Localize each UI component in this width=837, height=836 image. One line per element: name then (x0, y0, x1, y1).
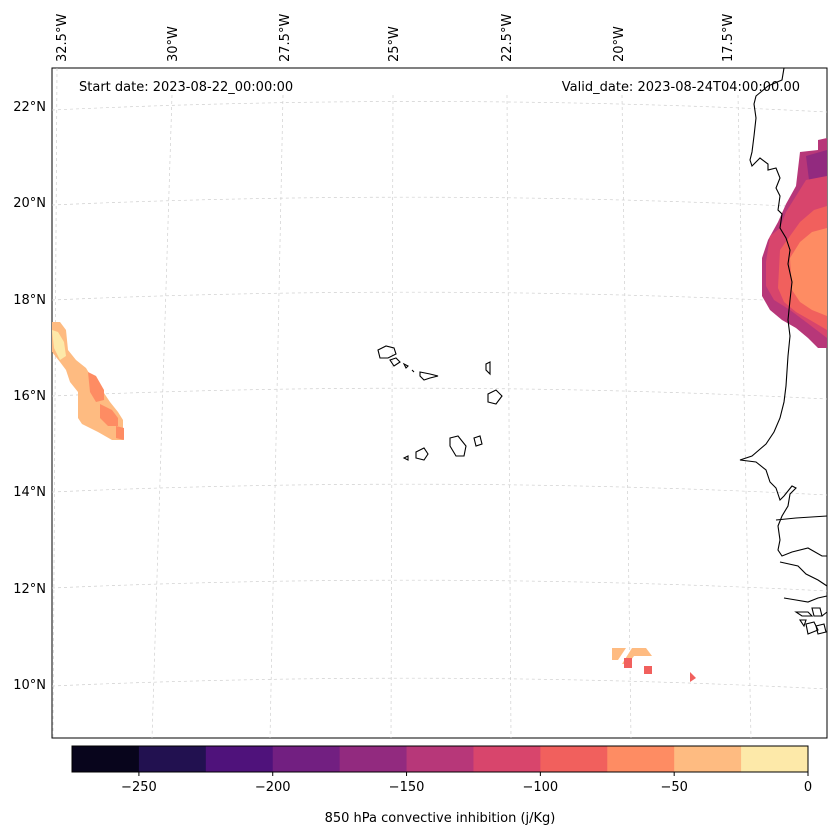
lon-label: 22.5°W (500, 14, 515, 62)
colorbar-cell (741, 746, 809, 772)
colorbar-cell (205, 746, 274, 772)
lat-label: 14°N (13, 485, 46, 500)
colorbar-cell (72, 746, 140, 772)
lon-label: 25°W (387, 26, 402, 62)
colorbar-cell (607, 746, 675, 772)
lat-label: 22°N (13, 100, 46, 115)
colorbar-cell (540, 746, 608, 772)
lat-label: 10°N (13, 678, 46, 693)
colorbar-tick-label: −150 (389, 780, 425, 795)
colorbar-tick-label: −100 (523, 780, 559, 795)
cin-field-west (52, 322, 124, 440)
map-frame (51, 67, 828, 739)
africa-coastline (739, 67, 828, 635)
colorbar-cell (272, 746, 341, 772)
lon-label: 17.5°W (721, 14, 736, 62)
colorbar: −250 −200 −150 −100 −50 0 850 hPa convective … (71, 745, 812, 826)
colorbar-tick-label: −250 (121, 780, 157, 795)
graticule (51, 67, 828, 739)
cin-field-east (762, 138, 827, 348)
lat-label: 12°N (13, 582, 46, 597)
colorbar-tick-label: 0 (804, 780, 812, 795)
latitude-labels: 22°N 20°N 18°N 16°N 14°N 12°N 10°N (13, 100, 46, 693)
start-date-label: Start date: 2023-08-22_00:00:00 (79, 80, 293, 95)
colorbar-tick-label: −50 (660, 780, 687, 795)
lat-label: 20°N (13, 196, 46, 211)
valid-date-label: Valid_date: 2023-08-24T04:00:00.00 (562, 80, 800, 95)
lon-label: 30°W (166, 26, 181, 62)
colorbar-tick-label: −200 (255, 780, 291, 795)
colorbar-cells (72, 746, 809, 772)
lat-label: 16°N (13, 389, 46, 404)
longitude-labels: 32.5°W 30°W 27.5°W 25°W 22.5°W 20°W 17.5… (55, 14, 736, 62)
cape-verde-islands (377, 345, 503, 461)
colorbar-cell (406, 746, 474, 772)
colorbar-cell (339, 746, 408, 772)
colorbar-ticks: −250 −200 −150 −100 −50 0 (121, 772, 812, 795)
lon-label: 32.5°W (55, 14, 70, 62)
colorbar-cell (473, 746, 541, 772)
colorbar-title: 850 hPa convective inhibition (j/Kg) (325, 811, 556, 826)
colorbar-cell (674, 746, 742, 772)
lon-label: 27.5°W (278, 14, 293, 62)
lon-label: 20°W (612, 26, 627, 62)
cin-field-south (612, 648, 696, 682)
lat-label: 18°N (13, 293, 46, 308)
colorbar-cell (138, 746, 207, 772)
colorbar-frame (71, 745, 809, 773)
